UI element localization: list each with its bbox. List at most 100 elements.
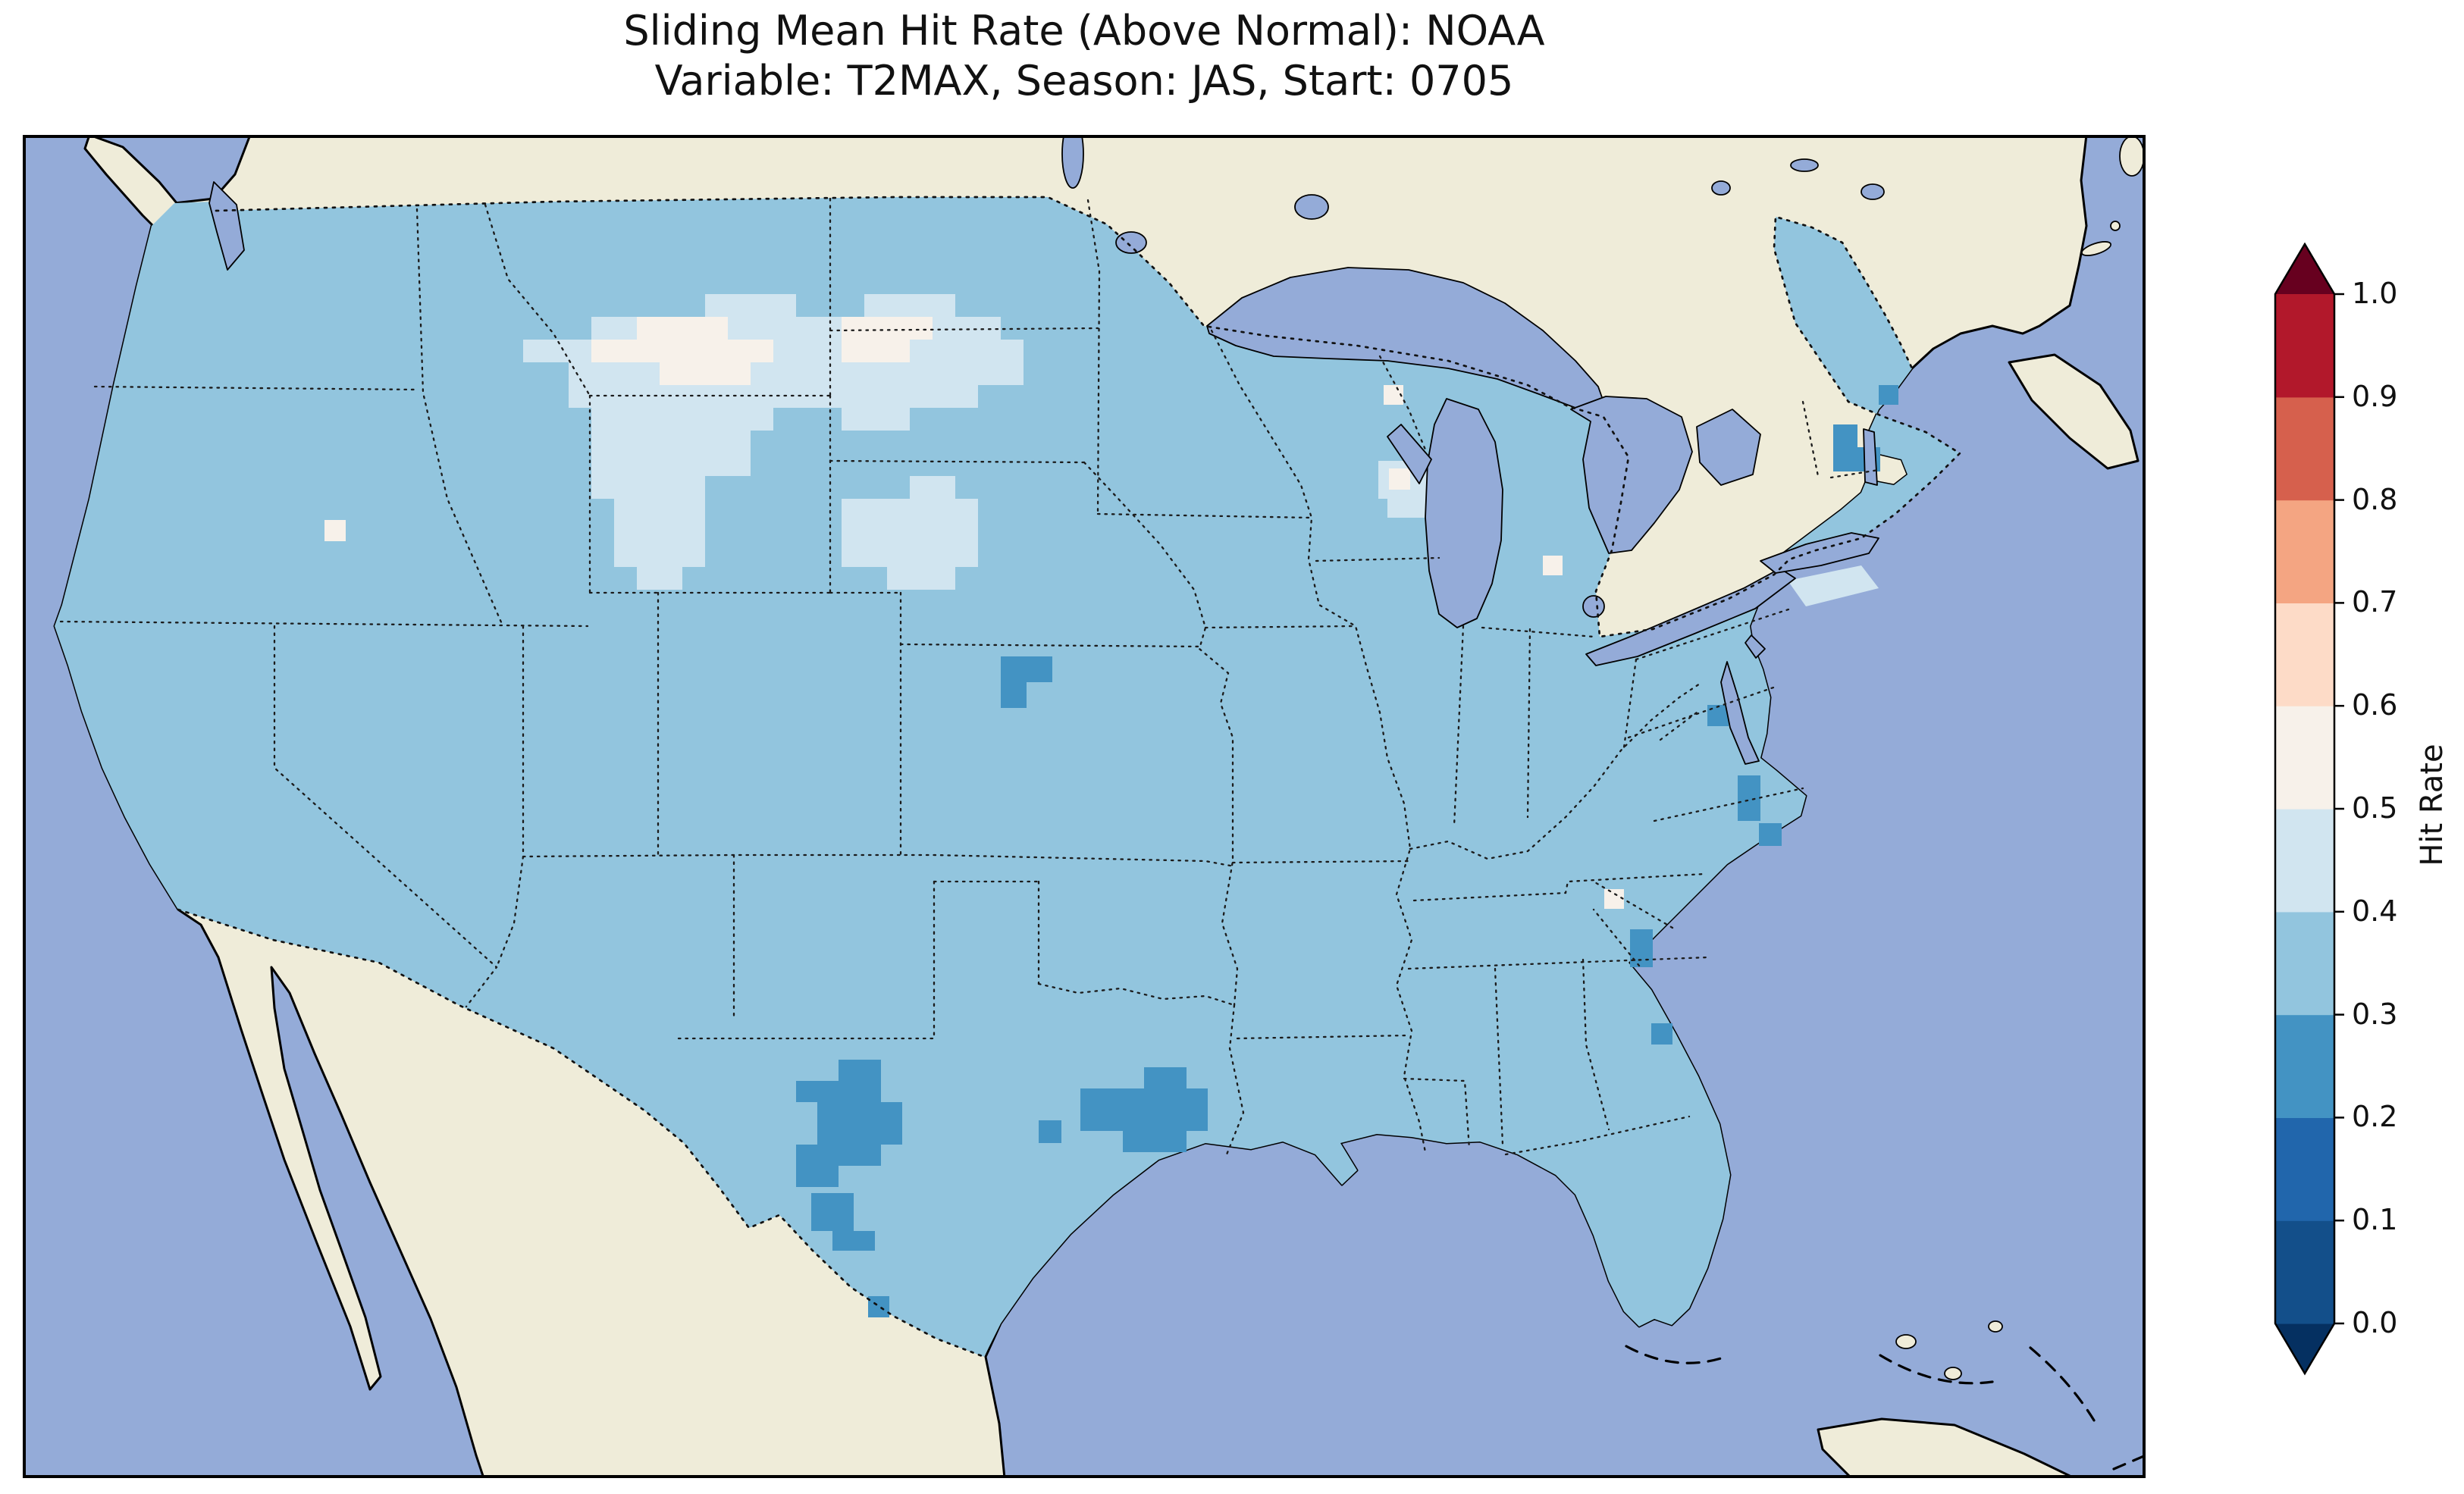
delaware-bay (1745, 634, 1766, 659)
hispaniola-dashes (2112, 1454, 2146, 1471)
state-border-line (1315, 556, 1440, 562)
state-border-line (1659, 711, 1698, 741)
colorbar-segment (2275, 809, 2334, 913)
state-border-line (1378, 355, 1428, 455)
lake-champlain (1863, 428, 1878, 486)
colorbar-tick-label: 0.5 (2352, 791, 2398, 825)
state-border-line (1829, 468, 1880, 479)
nova-scotia-peninsula (2008, 353, 2140, 470)
colorbar (2267, 242, 2346, 1383)
cuba-island (1817, 1417, 2076, 1478)
lake-michigan (1425, 398, 1503, 628)
colorbar-extend-over (2275, 244, 2334, 294)
us-canada-border (215, 196, 1962, 638)
cell-dark-georgia-coast (1651, 1023, 1672, 1045)
state-border-line (899, 643, 1204, 648)
cell-white-georgia (1604, 889, 1624, 909)
cell-white-wisconsin (1389, 468, 1410, 490)
colorbar-segment (2275, 911, 2334, 1016)
colorbar-tick-label: 0.6 (2352, 688, 2398, 722)
cell-dark-louisiana-west (1039, 1120, 1061, 1143)
state-border-line (1627, 685, 1777, 739)
state-border-line (1481, 626, 1595, 638)
chesapeake-bay (1720, 661, 1760, 765)
patch-white-montana-core (591, 317, 773, 385)
patch-dark-louisiana-coast (1080, 1067, 1208, 1152)
lake-st-clair (1582, 595, 1605, 618)
state-border-line (1494, 967, 1504, 1146)
green-bay (1387, 424, 1432, 484)
colorbar-tick-label: 0.0 (2352, 1306, 2398, 1339)
colorbar-segment (2275, 1014, 2334, 1118)
state-border-line (1409, 681, 1704, 860)
puget-sound (208, 181, 245, 271)
map-axes (23, 135, 2146, 1478)
state-border-line (1526, 628, 1531, 819)
bahamas-island (1988, 1320, 2003, 1333)
cell-dark-south-carolina-coast (1630, 929, 1653, 967)
hit-rate-patches (324, 294, 1898, 1317)
patch-dark-kansas (1001, 656, 1052, 708)
dashed-island-chains (1625, 1345, 2146, 1471)
state-border-line (1225, 1004, 1245, 1156)
lake-nipigon (1294, 194, 1329, 220)
us-mexico-border (177, 908, 986, 1358)
lake-of-the-woods (1115, 231, 1147, 254)
patch-dark-central-texas (796, 1060, 902, 1187)
state-border-line (1592, 880, 1674, 929)
map-frame (23, 135, 2146, 1478)
canada-lake (1711, 180, 1731, 196)
state-border-line (1210, 329, 1427, 1154)
colorbar-segment (2275, 1220, 2334, 1324)
gulf-islet (2110, 221, 2121, 231)
colorbar-tick-label: 1.0 (2352, 277, 2398, 310)
lakes (208, 135, 1885, 765)
colorbar-tick-label: 0.3 (2352, 997, 2398, 1031)
cell-white-nevada (324, 520, 346, 541)
figure-title: Sliding Mean Hit Rate (Above Normal): NO… (23, 6, 2146, 106)
title-line-2: Variable: T2MAX, Season: JAS, Start: 070… (654, 57, 1514, 105)
map-canvas (23, 135, 2146, 1478)
state-border-line (1407, 956, 1709, 970)
colorbar-tick-label: 0.7 (2352, 585, 2398, 619)
patch-light-northern-plains (523, 294, 1024, 590)
state-border-line (1635, 607, 1792, 661)
state-border-line (1204, 625, 1357, 629)
colorbar-tick-label: 0.2 (2352, 1100, 2398, 1134)
colorbar-tick-label: 0.8 (2352, 482, 2398, 516)
state-border-line (1412, 872, 1706, 902)
state-border-line (1037, 982, 1236, 1007)
state-border-line (1086, 199, 1101, 515)
patch-light-nebraska (842, 476, 978, 590)
patch-dark-south-texas (811, 1193, 875, 1251)
georgian-bay (1696, 409, 1761, 486)
colorbar-segment (2275, 1117, 2334, 1221)
canada-lake (1861, 183, 1885, 200)
cell-dark-virginia-coast (1707, 705, 1729, 726)
title-line-1: Sliding Mean Hit Rate (Above Normal): NO… (623, 7, 1545, 55)
colorbar-segment (2275, 603, 2334, 706)
state-border-line (1801, 400, 1820, 478)
state-border-line (1231, 860, 1413, 864)
lake-huron (1570, 396, 1693, 554)
bahamas-island (1944, 1367, 1962, 1380)
colorbar-tick-label: 0.1 (2352, 1203, 2398, 1237)
state-border-line (415, 208, 503, 625)
cell-dark-north-carolina-2 (1759, 823, 1782, 846)
colorbar-segment (2275, 706, 2334, 810)
patch-white-north-dakota (842, 317, 933, 362)
state-border-line (495, 855, 525, 969)
cell-dark-maine-coast (1879, 385, 1898, 405)
international-borders (177, 196, 1962, 1358)
prince-edward-island (2080, 241, 2112, 256)
lake-ontario (1760, 532, 1879, 574)
colorbar-tick-label: 0.9 (2352, 379, 2398, 413)
colorbar-extend-under (2275, 1323, 2334, 1373)
colorbar-label: Hit Rate (2415, 744, 2450, 866)
state-border-line (829, 327, 1099, 332)
state-border-line (1622, 658, 1638, 749)
lake-erie (1585, 568, 1796, 666)
state-border-line (1453, 625, 1465, 828)
state-border-line (93, 385, 419, 391)
